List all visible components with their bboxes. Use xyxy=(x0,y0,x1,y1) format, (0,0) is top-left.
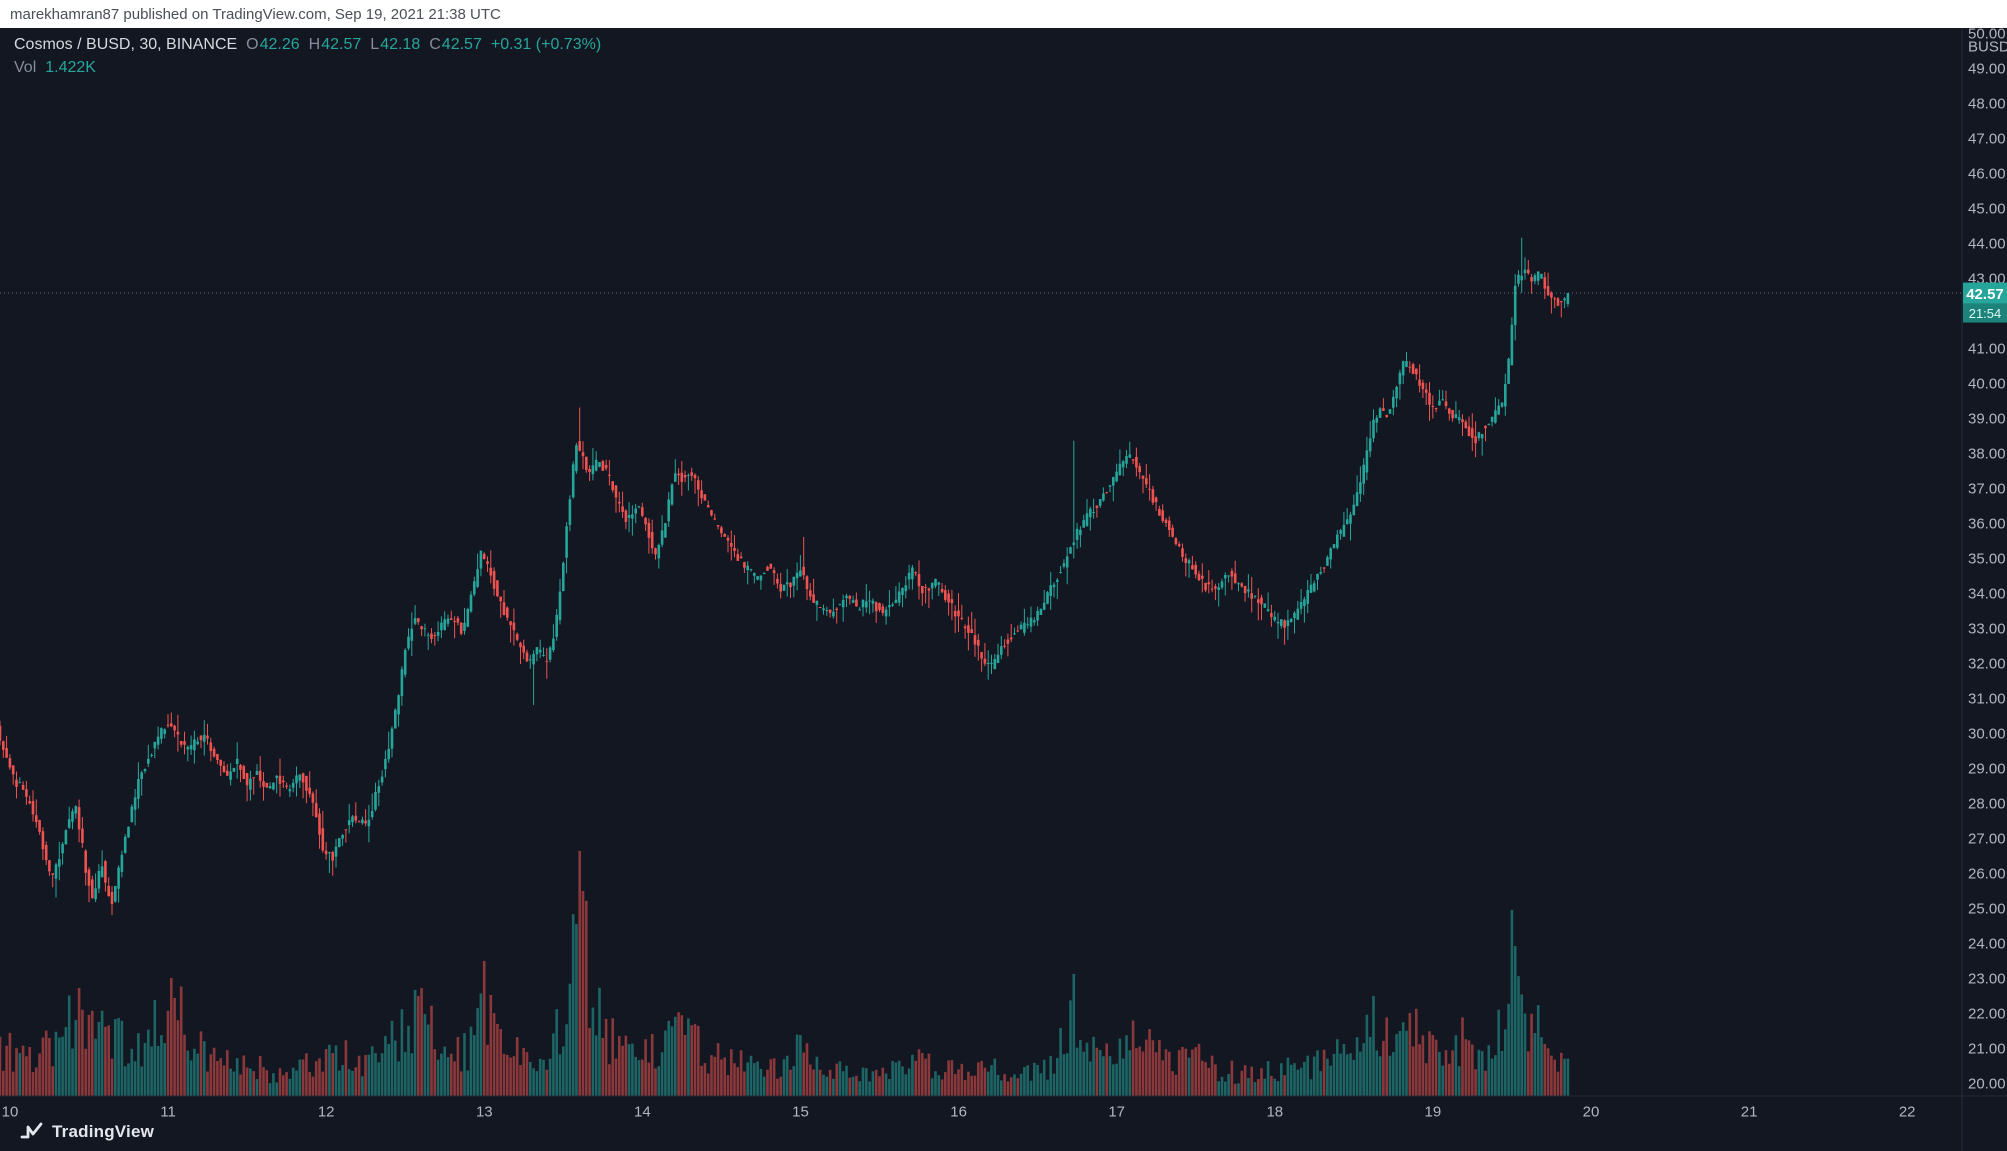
low-label: L xyxy=(370,35,380,53)
volume-label: Vol xyxy=(14,58,37,76)
tradingview-logo[interactable]: TradingView xyxy=(20,1122,154,1142)
svg-text:16: 16 xyxy=(950,1103,967,1120)
volume-layer xyxy=(0,851,1570,1096)
svg-text:15: 15 xyxy=(792,1103,809,1120)
svg-text:10: 10 xyxy=(2,1103,19,1120)
svg-text:39.00: 39.00 xyxy=(1968,410,2006,427)
svg-text:21: 21 xyxy=(1741,1103,1758,1120)
symbol-title[interactable]: Cosmos / BUSD, 30, BINANCE xyxy=(14,35,238,53)
svg-text:50.00: 50.00 xyxy=(1968,28,2006,42)
svg-text:46.00: 46.00 xyxy=(1968,165,2006,182)
chart-plot-area[interactable]: BUSD 20.00 21.00 22.00 23.00 24.00 25.00 26.00 2… xyxy=(0,28,2007,1151)
svg-text:44.00: 44.00 xyxy=(1968,235,2006,252)
svg-text:45.00: 45.00 xyxy=(1968,200,2006,217)
svg-text:33.00: 33.00 xyxy=(1968,620,2006,637)
svg-text:20: 20 xyxy=(1583,1103,1600,1120)
svg-text:11: 11 xyxy=(160,1103,176,1120)
svg-text:27.00: 27.00 xyxy=(1968,830,2006,847)
svg-text:49.00: 49.00 xyxy=(1968,60,2006,77)
publish-bar: marekhamran87 published on TradingView.c… xyxy=(0,0,2007,28)
high-label: H xyxy=(308,35,321,53)
svg-text:37.00: 37.00 xyxy=(1968,480,2006,497)
svg-text:41.00: 41.00 xyxy=(1968,340,2006,357)
close-label: C xyxy=(429,35,441,53)
svg-text:30.00: 30.00 xyxy=(1968,725,2006,742)
svg-text:12: 12 xyxy=(318,1103,335,1120)
svg-text:38.00: 38.00 xyxy=(1968,445,2006,462)
svg-text:23.00: 23.00 xyxy=(1968,970,2006,987)
chart-legend: Cosmos / BUSD, 30, BINANCE O 42.26 H 42.57… xyxy=(14,33,601,79)
svg-text:22.00: 22.00 xyxy=(1968,1005,2006,1022)
legend-volume-row: Vol 1.422K xyxy=(14,56,601,79)
low-value: 42.18 xyxy=(380,35,421,53)
svg-text:20.00: 20.00 xyxy=(1968,1075,2006,1092)
close-value: 42.57 xyxy=(441,35,482,53)
change-value: +0.31 (+0.73%) xyxy=(490,35,602,53)
svg-text:13: 13 xyxy=(476,1103,493,1120)
svg-text:22: 22 xyxy=(1899,1103,1916,1120)
ohlc-high: H 42.57 xyxy=(308,35,362,53)
svg-text:25.00: 25.00 xyxy=(1968,900,2006,917)
svg-text:28.00: 28.00 xyxy=(1968,795,2006,812)
svg-text:21:54: 21:54 xyxy=(1969,306,2002,321)
svg-text:40.00: 40.00 xyxy=(1968,375,2006,392)
svg-text:14: 14 xyxy=(634,1103,651,1120)
svg-text:29.00: 29.00 xyxy=(1968,760,2006,777)
price-axis-unit: BUSD xyxy=(1968,38,2007,55)
svg-text:31.00: 31.00 xyxy=(1968,690,2006,707)
tradingview-logo-icon xyxy=(20,1122,43,1139)
svg-text:48.00: 48.00 xyxy=(1968,95,2006,112)
svg-text:35.00: 35.00 xyxy=(1968,550,2006,567)
svg-text:47.00: 47.00 xyxy=(1968,130,2006,147)
publish-text: marekhamran87 published on TradingView.c… xyxy=(10,5,501,23)
ohlc-close: C 42.57 xyxy=(429,35,482,53)
svg-text:42.57: 42.57 xyxy=(1966,286,2004,303)
last-price-label: 42.57 21:54 xyxy=(1963,282,2007,323)
high-value: 42.57 xyxy=(321,35,362,53)
svg-text:24.00: 24.00 xyxy=(1968,935,2006,952)
svg-text:26.00: 26.00 xyxy=(1968,865,2006,882)
svg-text:32.00: 32.00 xyxy=(1968,655,2006,672)
svg-text:36.00: 36.00 xyxy=(1968,515,2006,532)
legend-main-row: Cosmos / BUSD, 30, BINANCE O 42.26 H 42.57… xyxy=(14,33,601,56)
ohlc-open: O 42.26 xyxy=(246,35,300,53)
svg-text:19: 19 xyxy=(1425,1103,1442,1120)
svg-text:17: 17 xyxy=(1108,1103,1125,1120)
chart-container: BUSD 20.00 21.00 22.00 23.00 24.00 25.00 26.00 2… xyxy=(0,28,2007,1151)
candlestick-layer xyxy=(0,237,1570,915)
open-label: O xyxy=(246,35,259,53)
open-value: 42.26 xyxy=(259,35,300,53)
price-axis[interactable]: BUSD 20.00 21.00 22.00 23.00 24.00 25.00 26.00 2… xyxy=(1968,28,2007,1092)
ohlc-low: L 42.18 xyxy=(370,35,421,53)
svg-text:21.00: 21.00 xyxy=(1968,1040,2006,1057)
svg-text:18: 18 xyxy=(1266,1103,1283,1120)
svg-text:34.00: 34.00 xyxy=(1968,585,2006,602)
volume-value: 1.422K xyxy=(45,58,96,76)
tradingview-logo-text: TradingView xyxy=(52,1122,155,1141)
time-axis[interactable]: 10 11 12 13 14 15 16 17 18 19 20 21 22 xyxy=(2,1103,1916,1120)
